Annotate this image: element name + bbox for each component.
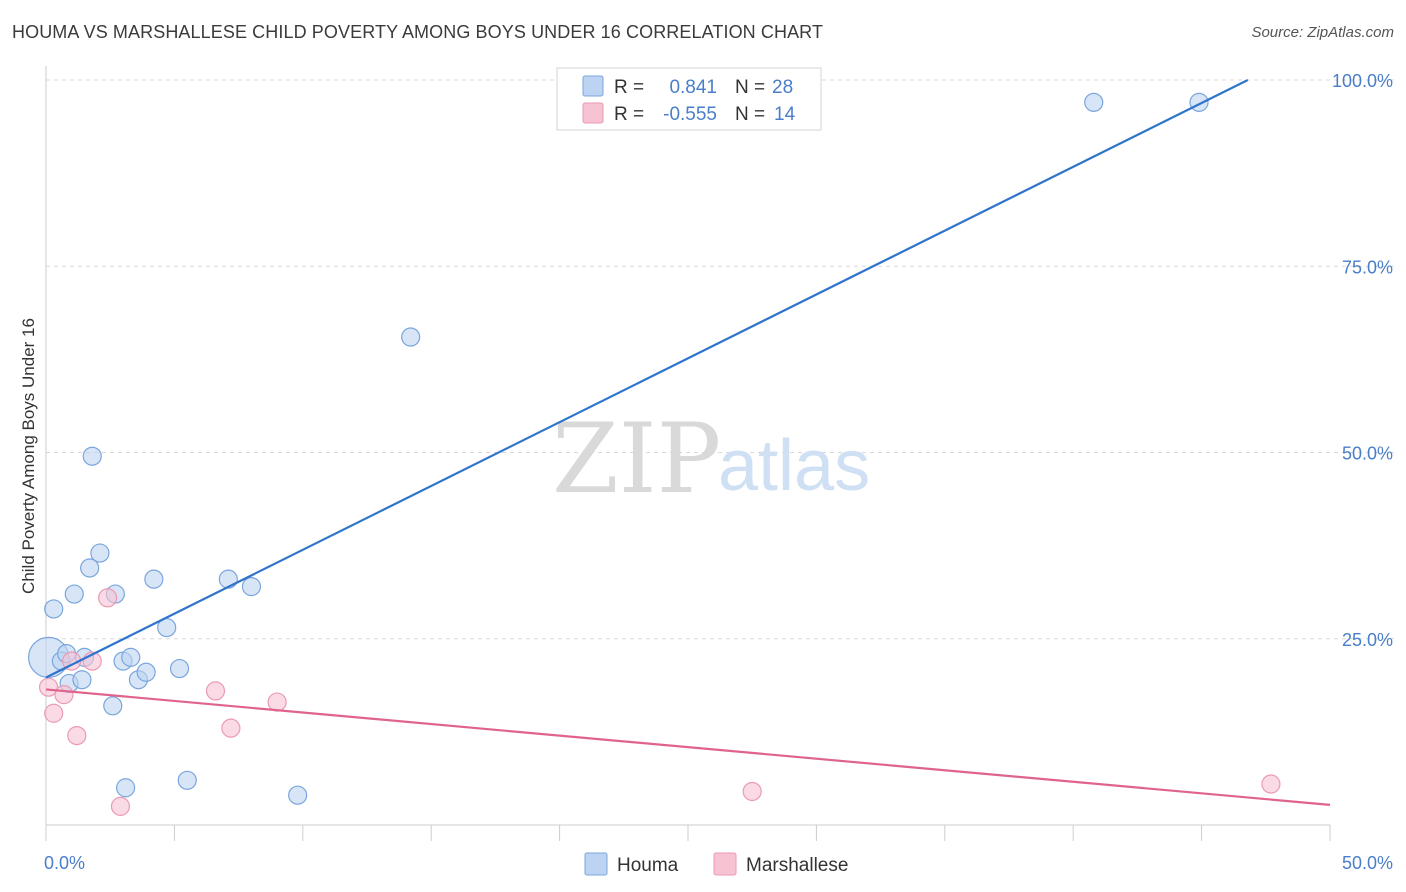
watermark: ZIP atlas <box>552 403 870 515</box>
legend-r-label-marshallese: R = <box>614 104 644 125</box>
legend-r-value-marshallese: -0.555 <box>663 104 717 125</box>
legend-r-value-houma: 0.841 <box>669 77 717 98</box>
point-houma <box>64 584 84 604</box>
grid-layer <box>46 79 1395 640</box>
point-houma <box>116 778 136 798</box>
point-marshallese <box>742 781 762 802</box>
legend-swatch-marshallese <box>582 102 604 124</box>
y-tick-label: 50.0% <box>1342 444 1393 464</box>
point-houma <box>72 670 92 690</box>
point-houma <box>82 446 102 466</box>
point-marshallese <box>205 681 226 701</box>
legend: R = 0.841 N = 28 R = -0.555 N = 14 <box>556 67 822 131</box>
point-houma <box>90 543 110 563</box>
watermark-atlas: atlas <box>718 426 870 506</box>
legend-n-label-houma: N = <box>735 77 765 98</box>
point-houma <box>177 770 197 790</box>
point-houma <box>169 658 190 679</box>
point-houma <box>1084 92 1104 112</box>
point-marshallese <box>54 685 74 705</box>
y-tick-label: 75.0% <box>1342 257 1393 277</box>
point-marshallese <box>221 718 241 738</box>
point-houma <box>44 599 64 619</box>
point-marshallese <box>98 588 118 608</box>
point-marshallese <box>110 796 131 816</box>
legend-swatch-houma <box>582 75 604 97</box>
bottom-legend-swatch-houma <box>584 852 608 876</box>
chart-title: HOUMA VS MARSHALLESE CHILD POVERTY AMONG… <box>12 22 824 42</box>
x-tick-label: 0.0% <box>44 853 85 873</box>
axes-layer <box>45 66 1331 841</box>
point-marshallese <box>67 725 87 746</box>
point-marshallese <box>38 677 59 697</box>
watermark-zip: ZIP <box>552 403 721 515</box>
bottom-legend-swatch-marshallese <box>713 852 737 876</box>
bottom-legend-label-houma: Houma <box>617 855 679 876</box>
legend-r-label-houma: R = <box>614 77 644 98</box>
point-houma <box>103 696 123 716</box>
y-tick-label: 100.0% <box>1332 71 1393 91</box>
legend-n-label-marshallese: N = <box>735 104 765 125</box>
bottom-legend: Houma Marshallese <box>584 852 848 876</box>
point-marshallese <box>267 692 287 712</box>
legend-n-value-marshallese: 14 <box>774 104 796 125</box>
legend-n-value-houma: 28 <box>772 77 793 98</box>
point-houma <box>401 327 421 347</box>
bottom-legend-label-marshallese: Marshallese <box>746 855 848 876</box>
y-tick-label: 25.0% <box>1342 630 1393 650</box>
point-houma <box>241 576 262 597</box>
x-tick-label: 50.0% <box>1342 853 1393 873</box>
source-credit: Source: ZipAtlas.com <box>1251 24 1394 41</box>
point-houma <box>121 647 141 667</box>
point-houma <box>80 558 100 578</box>
point-marshallese <box>44 703 64 723</box>
point-houma <box>218 569 238 589</box>
ticks-layer: 25.0% 50.0% 75.0% 100.0% 0.0% 50.0% <box>44 71 1393 873</box>
y-axis-label: Child Poverty Among Boys Under 16 <box>19 318 38 594</box>
point-houma <box>136 662 156 682</box>
point-houma <box>288 785 308 805</box>
trend-layer <box>45 79 1331 806</box>
point-houma <box>144 569 164 589</box>
point-marshallese <box>1261 774 1281 794</box>
trendline-houma <box>45 79 1249 679</box>
trendline-marshallese <box>45 688 1331 806</box>
